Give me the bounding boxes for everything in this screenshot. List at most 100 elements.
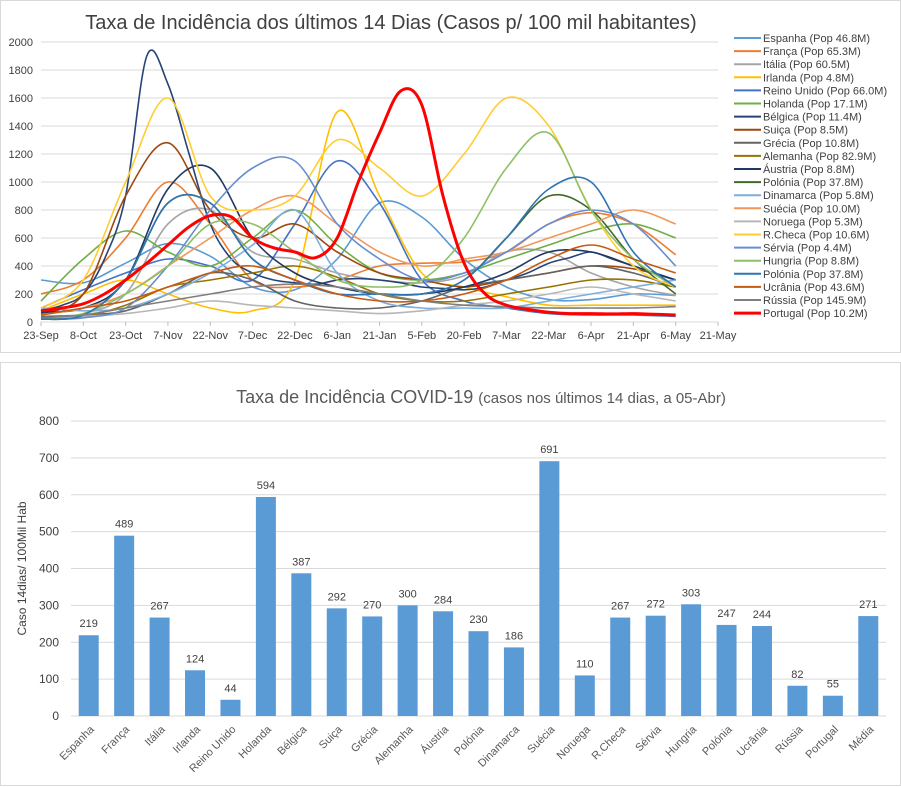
data-label: 110	[576, 658, 594, 670]
bar	[362, 616, 383, 716]
x-tick-label: 7-Mar	[492, 330, 521, 342]
x-tick-label: 6-May	[660, 330, 691, 342]
data-label: 489	[115, 519, 133, 531]
bar-chart: Taxa de Incidência COVID-19 (casos nos ú…	[15, 387, 886, 775]
y-tick-label: 0	[52, 709, 59, 723]
legend-entry: Reino Unido (Pop 66.0M)	[763, 85, 887, 97]
bar	[149, 617, 170, 716]
series-line	[40, 130, 677, 319]
bar	[716, 624, 737, 716]
x-tick-label: França	[100, 723, 133, 756]
series-line	[40, 208, 676, 312]
x-tick-label: Polónia	[700, 723, 735, 758]
bar	[291, 573, 312, 716]
series-line	[40, 286, 676, 319]
series-line	[40, 49, 676, 312]
legend-entry: Suécia (Pop 10.0M)	[763, 203, 860, 215]
data-label: 267	[611, 601, 629, 613]
bar	[574, 675, 595, 716]
legend-entry: Polónia (Pop 37.8M)	[763, 177, 863, 189]
x-tick-label: R.Checa	[590, 723, 629, 762]
y-tick-label: 1600	[9, 93, 33, 105]
data-label: 219	[80, 618, 98, 630]
chart-title: Taxa de Incidência COVID-19 (casos nos ú…	[236, 387, 726, 407]
x-tick-label: 22-Mar	[531, 330, 566, 342]
data-label: 247	[717, 608, 735, 620]
series-line	[40, 244, 676, 316]
x-tick-label: 5-Feb	[407, 330, 436, 342]
series-line	[40, 265, 676, 318]
y-tick-label: 2000	[9, 37, 33, 49]
x-tick-label: Itália	[143, 723, 169, 749]
y-tick-label: 500	[39, 525, 59, 539]
bar	[185, 670, 206, 716]
x-tick-label: Hungria	[663, 723, 699, 759]
data-label: 244	[753, 609, 771, 621]
legend-entry: Noruega (Pop 5.3M)	[763, 216, 863, 228]
line-chart-panel: Taxa de Incidência dos últimos 14 Dias (…	[0, 0, 901, 353]
bar	[468, 631, 489, 716]
x-tick-label: Grécia	[349, 723, 381, 755]
x-tick-label: 22-Nov	[193, 330, 229, 342]
bar-chart-panel: Taxa de Incidência COVID-19 (casos nos ú…	[0, 362, 901, 786]
data-label: 186	[505, 630, 523, 642]
chart-title: Taxa de Incidência dos últimos 14 Dias (…	[85, 12, 696, 34]
y-tick-label: 200	[15, 289, 33, 301]
legend-entry: Holanda (Pop 17.1M)	[763, 99, 868, 111]
x-tick-label: Bélgica	[275, 723, 310, 758]
data-label: 284	[434, 594, 452, 606]
bar	[539, 461, 560, 716]
bar	[78, 635, 99, 716]
data-label: 271	[859, 599, 877, 611]
bar	[645, 615, 666, 716]
x-tick-label: Portugal	[804, 724, 841, 761]
x-tick-label: Irlanda	[171, 723, 204, 756]
series-line	[40, 87, 676, 317]
bar	[610, 617, 631, 716]
x-tick-label: 21-May	[700, 330, 737, 342]
bar	[681, 604, 702, 716]
data-label: 594	[257, 480, 275, 492]
x-tick-label: Noruega	[555, 723, 594, 762]
x-tick-label: Suécia	[525, 723, 558, 756]
x-tick-label: 6-Jan	[323, 330, 351, 342]
y-tick-label: 1400	[9, 121, 33, 133]
legend-entry: Áustria (Pop 8.8M)	[763, 163, 855, 176]
series-line	[40, 176, 677, 321]
data-label: 691	[540, 444, 558, 456]
legend-entry: Ucrânia (Pop 43.6M)	[763, 282, 865, 294]
bar	[822, 695, 843, 716]
data-label: 387	[292, 556, 310, 568]
x-tick-label: 7-Dec	[238, 330, 268, 342]
legend-entry: Rússia (Pop 145.9M)	[763, 295, 866, 307]
x-tick-label: 22-Dec	[277, 330, 313, 342]
legend-entry: Espanha (Pop 46.8M)	[763, 33, 870, 45]
legend-entry: Dinamarca (Pop 5.8M)	[763, 190, 874, 202]
x-tick-label: 20-Feb	[447, 330, 482, 342]
x-tick-label: 21-Jan	[363, 330, 397, 342]
legend-entry: Polónia (Pop 37.8M)	[763, 269, 863, 281]
bar	[433, 611, 454, 716]
chart-subtitle: (casos nos últimos 14 dias, a 05-Abr)	[478, 390, 726, 407]
chart-title-main: Taxa de Incidência COVID-19	[236, 387, 478, 407]
y-tick-label: 600	[39, 488, 59, 502]
data-label: 230	[469, 614, 487, 626]
bar	[114, 535, 135, 716]
x-tick-label: Polónia	[452, 723, 487, 758]
legend-entry: França (Pop 65.3M)	[763, 46, 861, 58]
line-chart: Taxa de Incidência dos últimos 14 Dias (…	[9, 12, 888, 342]
y-tick-label: 1800	[9, 65, 33, 77]
y-tick-label: 800	[39, 414, 59, 428]
x-tick-label: 23-Oct	[109, 330, 142, 342]
y-tick-label: 0	[27, 317, 33, 329]
bar	[220, 699, 241, 716]
y-tick-label: 800	[15, 205, 33, 217]
y-tick-label: 300	[39, 598, 59, 612]
legend-entry: Bélgica (Pop 11.4M)	[763, 112, 862, 124]
data-label: 55	[827, 679, 839, 691]
x-tick-label: Alemanha	[372, 723, 416, 767]
series-line	[40, 156, 677, 320]
series-line	[40, 283, 676, 319]
bar	[326, 608, 347, 716]
y-tick-label: 1200	[9, 149, 33, 161]
